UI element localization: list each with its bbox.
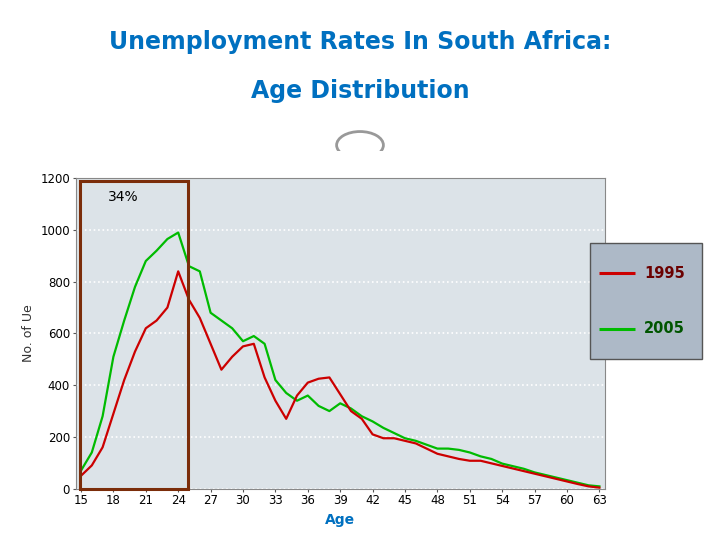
Text: 1995: 1995 (644, 266, 685, 281)
Text: Unemployment Rates In South Africa:: Unemployment Rates In South Africa: (109, 30, 611, 55)
Y-axis label: No. of Ue: No. of Ue (22, 305, 35, 362)
Text: 34%: 34% (108, 190, 139, 204)
Text: 2005: 2005 (644, 321, 685, 336)
X-axis label: Age: Age (325, 513, 355, 527)
Text: Age Distribution: Age Distribution (251, 79, 469, 103)
Bar (80, 181, 188, 489)
